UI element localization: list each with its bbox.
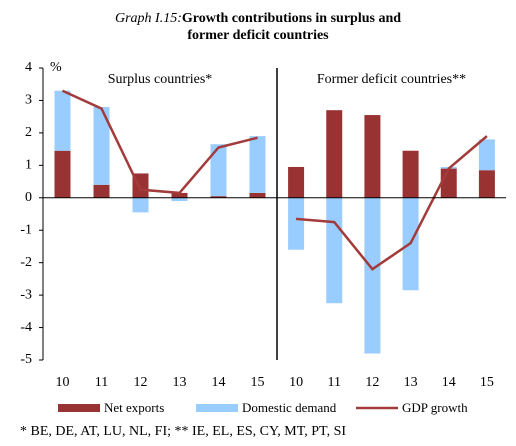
y-tick-label: -2 — [20, 255, 32, 270]
bar — [54, 90, 71, 151]
legend-label: Domestic demand — [242, 400, 337, 415]
bar — [402, 150, 419, 198]
x-tick-label: 13 — [173, 375, 187, 390]
title-number: Graph I.15: — [114, 11, 182, 26]
y-tick-label: 3 — [25, 93, 32, 108]
bar — [54, 150, 71, 198]
x-tick-label: 14 — [212, 375, 226, 390]
bar — [93, 184, 110, 198]
y-tick-label: 1 — [25, 158, 32, 173]
x-tick-label: 11 — [328, 375, 341, 390]
x-tick-label: 13 — [404, 375, 418, 390]
line — [61, 89, 258, 195]
panel-title: Former deficit countries** — [317, 72, 466, 87]
title-text: Growth contributions in surplus and form… — [181, 11, 402, 43]
bar — [93, 106, 110, 185]
bar — [440, 168, 457, 198]
bar — [210, 144, 227, 197]
bar — [132, 197, 149, 213]
x-tick-label: 10 — [56, 375, 70, 390]
x-tick-label: 15 — [251, 375, 265, 390]
y-tick-label: -5 — [20, 352, 32, 367]
x-tick-label: 15 — [480, 375, 494, 390]
bar — [364, 115, 381, 198]
chart-title: Graph I.15:Growth contributions in surpl… — [98, 10, 418, 44]
x-tick-label: 12 — [134, 375, 148, 390]
y-tick-label: 0 — [25, 190, 32, 205]
legend-swatch — [58, 404, 100, 412]
bar — [478, 139, 495, 171]
legend-swatch — [196, 404, 238, 412]
bar — [210, 196, 227, 198]
y-tick-label: 4 — [25, 60, 32, 75]
x-tick-label: 12 — [365, 375, 379, 390]
bar — [171, 197, 188, 202]
footnote: * BE, DE, AT, LU, NL, FI; ** IE, EL, ES,… — [20, 424, 346, 439]
y-tick-label: -1 — [20, 222, 32, 237]
bar — [478, 170, 495, 198]
legend-label: GDP growth — [402, 400, 468, 415]
bar — [249, 192, 266, 198]
x-tick-label: 11 — [95, 375, 108, 390]
bar — [326, 110, 343, 198]
line — [295, 135, 488, 271]
bar — [171, 192, 188, 198]
y-axis-label: % — [50, 60, 62, 75]
y-tick-label: 2 — [25, 125, 32, 140]
bar — [364, 197, 381, 354]
legend-label: Net exports — [104, 400, 164, 415]
bar — [249, 136, 266, 193]
y-tick-label: -4 — [20, 320, 32, 335]
bar — [326, 197, 343, 304]
panel-title: Surplus countries* — [108, 72, 213, 87]
y-tick-label: -3 — [20, 287, 32, 302]
x-tick-label: 10 — [289, 375, 303, 390]
bar — [288, 166, 305, 198]
bar — [288, 197, 305, 250]
x-tick-label: 14 — [442, 375, 456, 390]
